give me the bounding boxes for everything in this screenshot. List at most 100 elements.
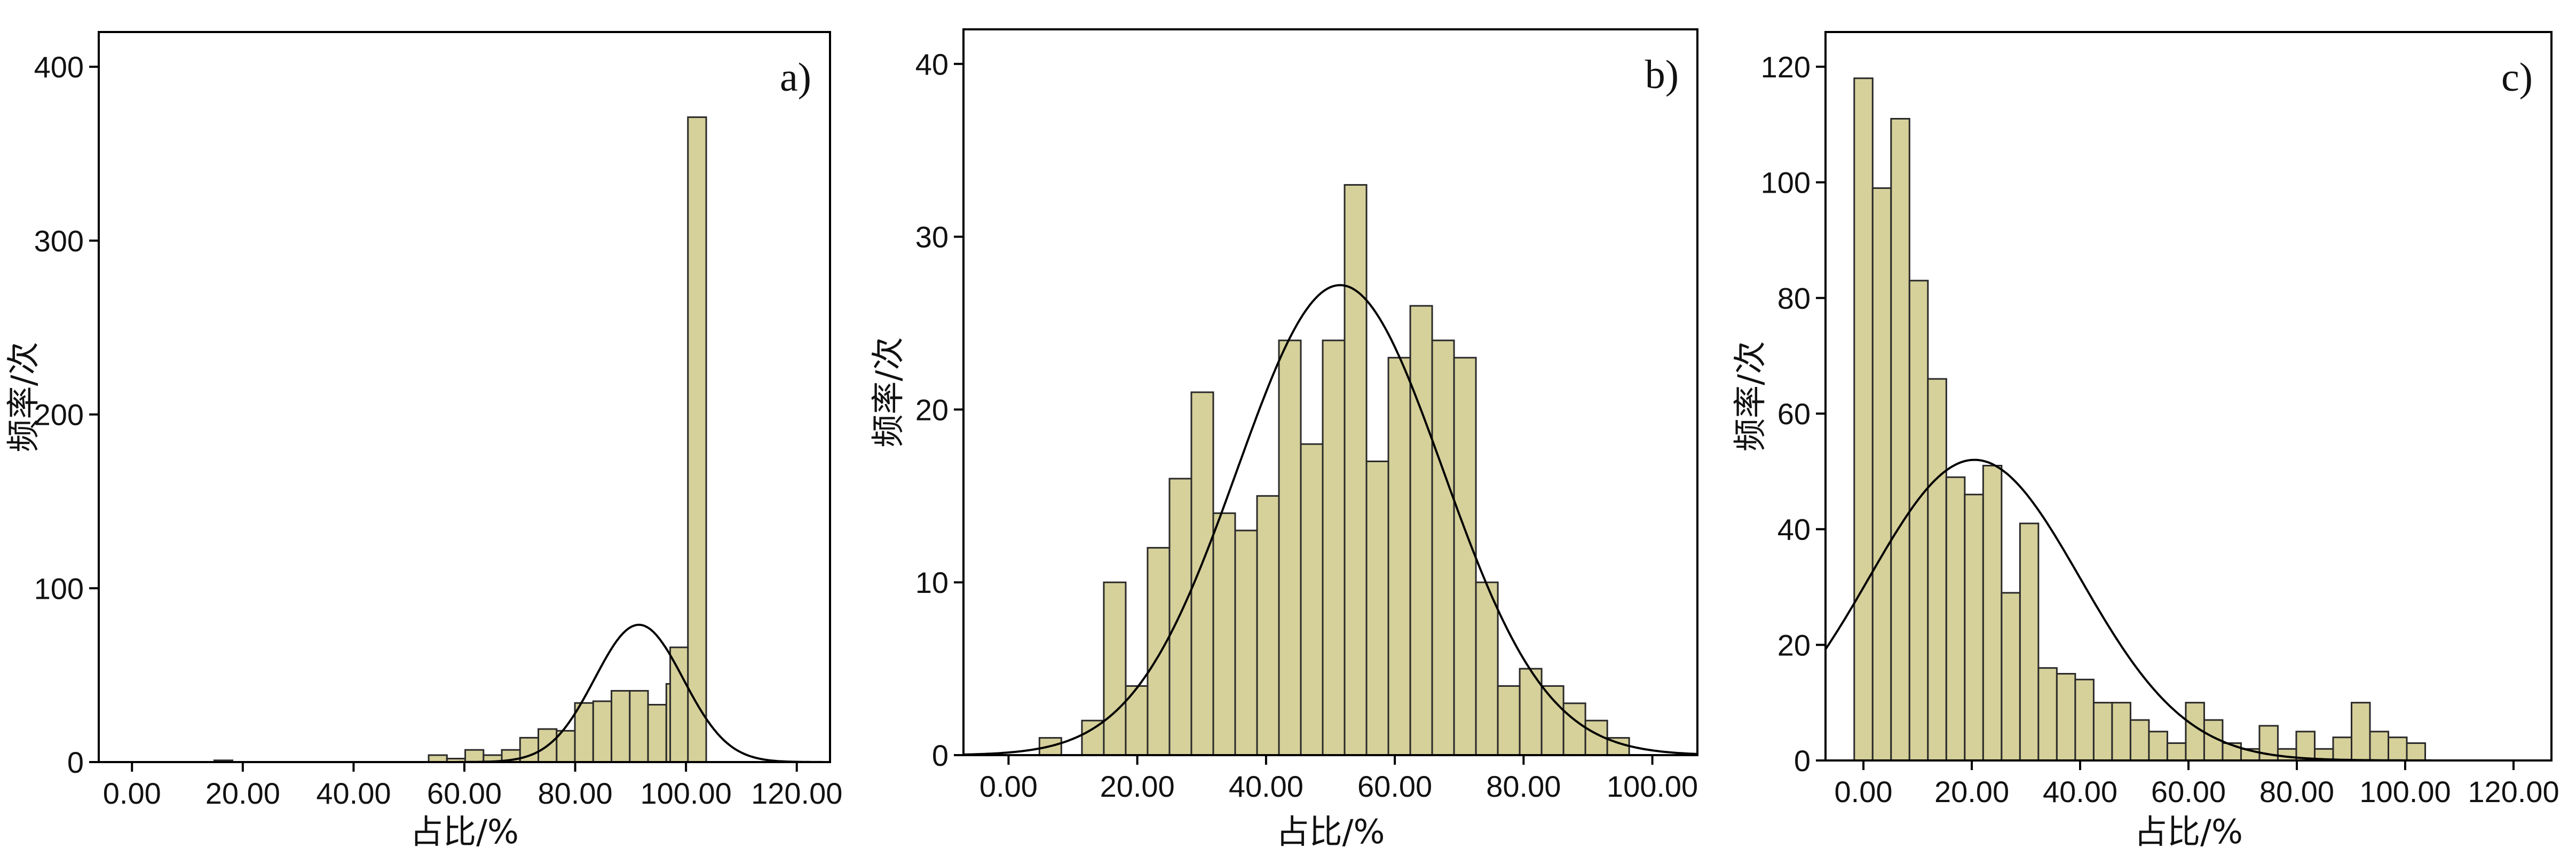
x-axis-title: 占比/% [1276, 812, 1385, 851]
histogram-bar [1190, 391, 1214, 756]
panel-label: b) [1645, 52, 1679, 97]
histogram-bar [629, 689, 649, 763]
histogram-bar [611, 689, 631, 763]
histogram-bar [2019, 522, 2040, 762]
y-tick-label: 40 [915, 47, 949, 81]
y-tick-label: 0 [67, 746, 84, 779]
histogram-bar [1322, 339, 1346, 756]
x-tick-label: 0.00 [979, 770, 1038, 803]
histogram-panel-2: 0.00 20.00 40.00 60.00 80.00 100.00 0 10 20 30 40 b… [868, 28, 1698, 851]
y-tick-label: 0 [1794, 744, 1811, 778]
histogram-bar [1890, 118, 1910, 762]
histogram-bar [592, 700, 613, 763]
x-axis-title: 占比/% [2134, 812, 2243, 851]
histogram-bar [2277, 748, 2297, 762]
histogram-bar [1147, 546, 1171, 756]
histogram-bar [574, 702, 594, 763]
x-tick-label: 60.00 [1357, 770, 1432, 803]
histogram-panel-3: 0.00 20.00 40.00 60.00 80.00 100.00 120.00 0 20 4… [1730, 31, 2559, 851]
y-axis-title: 频率/次 [1730, 341, 1769, 451]
histogram-panel-1: 0.00 20.00 40.00 60.00 80.00 100.00 120.00 0 100… [4, 31, 842, 851]
y-tick-label: 60 [1777, 397, 1811, 431]
normal-curve [963, 284, 1698, 756]
histogram-bar [1908, 280, 1929, 762]
x-tick-label: 120.00 [751, 776, 842, 810]
x-tick-label: 100.00 [1607, 770, 1698, 803]
plot-frame [98, 31, 831, 763]
histogram-bar [2388, 736, 2408, 762]
x-tick-label: 20.00 [206, 776, 280, 810]
x-tick-label: 40.00 [2043, 775, 2117, 808]
histogram-bar [1256, 495, 1280, 756]
y-tick-label: 100 [34, 572, 84, 605]
histogram-bar [2332, 736, 2352, 762]
y-tick-label: 400 [34, 50, 84, 84]
y-tick-label: 30 [915, 220, 949, 254]
histogram-bar [2129, 719, 2150, 762]
histogram-bar [1927, 378, 1947, 762]
histogram-bar [1431, 339, 1455, 756]
histogram-bar [2092, 702, 2113, 762]
normal-curve [99, 623, 830, 763]
x-tick-label: 120.00 [2468, 775, 2559, 808]
x-tick-label: 40.00 [1229, 770, 1303, 803]
histogram-bar [1081, 719, 1105, 756]
histogram-bar [2295, 731, 2316, 762]
x-tick-label: 60.00 [427, 776, 502, 810]
histogram-bar [647, 704, 667, 763]
plot-frame [962, 28, 1698, 756]
y-tick-label: 300 [34, 224, 84, 258]
y-axis-title: 频率/次 [868, 337, 907, 448]
histogram-bar [1212, 512, 1236, 756]
histogram-bar [2166, 742, 2187, 762]
histogram-bar [1387, 356, 1411, 756]
histogram-bar [669, 646, 690, 763]
y-axis-title: 频率/次 [4, 342, 43, 453]
histogram-bar [1540, 685, 1564, 756]
x-tick-label: 100.00 [2359, 775, 2451, 808]
x-tick-label: 0.00 [1835, 775, 1893, 808]
x-tick-label: 80.00 [538, 776, 613, 810]
histogram-bar [1344, 184, 1368, 756]
histogram-bar [1300, 443, 1324, 756]
y-tick-label: 80 [1777, 281, 1811, 315]
y-tick-label: 100 [1761, 166, 1811, 200]
histogram-bar [2406, 742, 2427, 762]
histogram-bar [1475, 581, 1499, 756]
x-tick-label: 40.00 [316, 776, 391, 810]
histogram-bar [2074, 678, 2095, 762]
histogram-bar [1365, 461, 1389, 756]
histogram-bar [1982, 465, 2003, 762]
histogram-bar [1497, 685, 1521, 756]
y-tick-label: 20 [1777, 628, 1811, 662]
histogram-bar [1945, 476, 1966, 762]
histogram-bar [1103, 581, 1127, 756]
histogram-bar [1562, 702, 1586, 756]
panel-label: a) [780, 55, 811, 100]
histogram-bar [1409, 305, 1433, 756]
y-tick-label: 200 [34, 398, 84, 432]
histogram-bar [2148, 731, 2168, 762]
y-tick-label: 120 [1761, 50, 1811, 84]
histogram-bar [2369, 731, 2390, 762]
x-axis-title: 占比/% [410, 812, 519, 851]
histogram-bar [1853, 77, 1874, 762]
x-tick-label: 20.00 [1934, 775, 2009, 808]
y-tick-label: 40 [1777, 513, 1811, 546]
y-tick-label: 0 [932, 739, 949, 772]
x-tick-label: 80.00 [2259, 775, 2334, 808]
x-tick-label: 60.00 [2151, 775, 2226, 808]
histogram-bar [1278, 339, 1302, 756]
histogram-bar [1168, 478, 1192, 756]
x-tick-label: 0.00 [103, 776, 161, 810]
histogram-bar [1964, 494, 1984, 762]
x-tick-label: 100.00 [641, 776, 732, 810]
histogram-bar [1234, 529, 1258, 756]
histogram-bar [1871, 187, 1892, 762]
histogram-bar [2037, 667, 2058, 762]
panel-label: c) [2501, 55, 2533, 100]
histogram-bar [2056, 673, 2076, 762]
histogram-bar [687, 116, 707, 763]
x-tick-label: 20.00 [1100, 770, 1175, 803]
histogram-bar [2111, 702, 2131, 762]
